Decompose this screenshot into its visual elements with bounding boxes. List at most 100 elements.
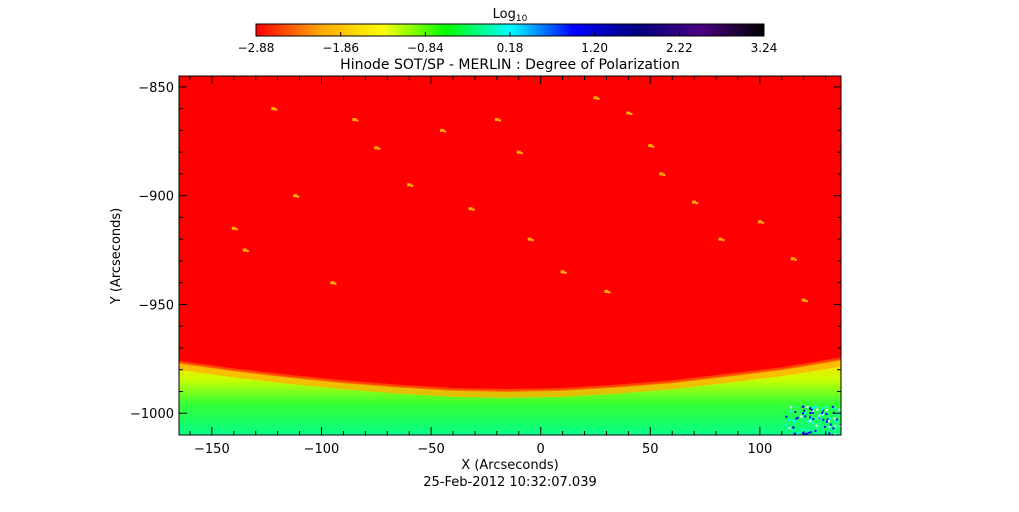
noise-speck <box>829 423 832 426</box>
bright-points <box>231 96 808 303</box>
noise-speck <box>822 413 824 416</box>
noise-speck <box>785 415 788 418</box>
noise-speck <box>792 426 795 429</box>
bright-point <box>378 147 381 150</box>
noise-speck <box>804 415 807 418</box>
limb-band <box>179 359 841 399</box>
noise-speck <box>806 429 809 432</box>
bright-point <box>407 183 412 187</box>
noise-speck <box>825 409 828 411</box>
noise-speck <box>838 408 841 411</box>
x-tick-label: −50 <box>417 442 444 457</box>
bright-point <box>330 281 335 285</box>
noise-speck <box>821 412 824 414</box>
colorbar-tick-label: 0.18 <box>497 41 524 55</box>
noise-speck <box>815 424 818 427</box>
noise-speck <box>820 409 823 412</box>
bright-point <box>761 221 764 224</box>
noise-speck <box>793 432 796 435</box>
bright-point <box>805 300 808 303</box>
bright-point <box>242 248 247 252</box>
noise-speck <box>800 415 803 418</box>
y-tick-label: −1000 <box>130 407 174 422</box>
bright-point <box>235 228 238 231</box>
bright-point <box>440 128 445 132</box>
noise-speck <box>812 418 815 421</box>
noise-speck <box>809 407 812 410</box>
noise-speck <box>834 420 837 423</box>
bright-point <box>722 239 725 242</box>
y-tick-label: −850 <box>138 81 174 96</box>
x-tick-label: −150 <box>194 442 230 457</box>
bright-point <box>334 282 337 285</box>
noise-speck <box>831 405 834 408</box>
noise-speck <box>803 409 806 412</box>
noise-speck <box>794 406 797 409</box>
noise-speck <box>796 416 799 419</box>
noise-speck <box>809 412 812 414</box>
bright-point <box>692 200 697 204</box>
x-tick-label: 100 <box>747 442 772 457</box>
noise-speck <box>813 406 816 409</box>
bright-point <box>494 118 499 122</box>
x-tick-label: −100 <box>304 442 340 457</box>
noise-speck <box>806 406 809 408</box>
off-limb-noise <box>785 405 841 435</box>
x-tick-label: 0 <box>537 442 545 457</box>
colorbar-ticks: −2.88 −1.86 −0.84 0.18 1.20 2.22 3.24 <box>238 32 777 55</box>
noise-speck <box>829 417 832 420</box>
colorbar-tick-label: 2.22 <box>666 41 693 55</box>
noise-speck <box>789 409 792 412</box>
bright-point <box>696 202 699 205</box>
noise-speck <box>811 410 814 413</box>
bright-point <box>626 111 631 115</box>
noise-speck <box>802 412 804 415</box>
bright-point <box>293 194 298 198</box>
noise-speck <box>826 418 829 421</box>
noise-speck <box>828 420 830 423</box>
noise-speck <box>793 419 795 422</box>
noise-speck <box>803 432 806 435</box>
colorbar-tick-label: −1.86 <box>322 41 359 55</box>
bright-point <box>659 172 664 176</box>
noise-speck <box>825 420 828 423</box>
bright-point <box>531 239 534 242</box>
heatmap-image <box>179 76 841 435</box>
noise-speck <box>812 421 814 424</box>
bright-point <box>352 118 357 122</box>
bright-point <box>472 208 475 211</box>
bright-point <box>275 108 278 111</box>
noise-speck <box>805 432 808 435</box>
noise-speck <box>835 418 838 421</box>
bright-point <box>356 119 359 122</box>
bright-point <box>648 144 653 148</box>
bright-point <box>663 173 666 176</box>
bright-point <box>231 226 236 230</box>
noise-speck <box>833 433 836 435</box>
noise-speck <box>803 412 806 415</box>
noise-speck <box>828 426 831 429</box>
noise-speck <box>810 431 813 434</box>
limb-band-inner <box>179 357 841 393</box>
noise-speck <box>822 409 824 412</box>
bright-point <box>527 237 532 241</box>
bright-point <box>560 270 565 274</box>
bright-point <box>757 220 762 224</box>
noise-speck <box>795 417 798 420</box>
bright-point <box>520 152 523 155</box>
bright-point <box>604 289 609 293</box>
x-axis: −150 −100 −50 0 50 100 <box>189 76 827 457</box>
bright-point <box>718 237 723 241</box>
noise-speck <box>820 433 823 435</box>
plot-frame <box>178 75 842 436</box>
noise-speck <box>791 419 793 422</box>
y-axis-label: Y (Arcseconds) <box>109 208 124 305</box>
bright-point <box>652 145 655 148</box>
colorbar-tick-label: 1.20 <box>581 41 608 55</box>
noise-speck <box>809 420 812 423</box>
noise-speck <box>816 408 819 411</box>
noise-speck <box>823 425 826 428</box>
noise-speck <box>822 418 825 421</box>
bright-point <box>444 130 447 133</box>
